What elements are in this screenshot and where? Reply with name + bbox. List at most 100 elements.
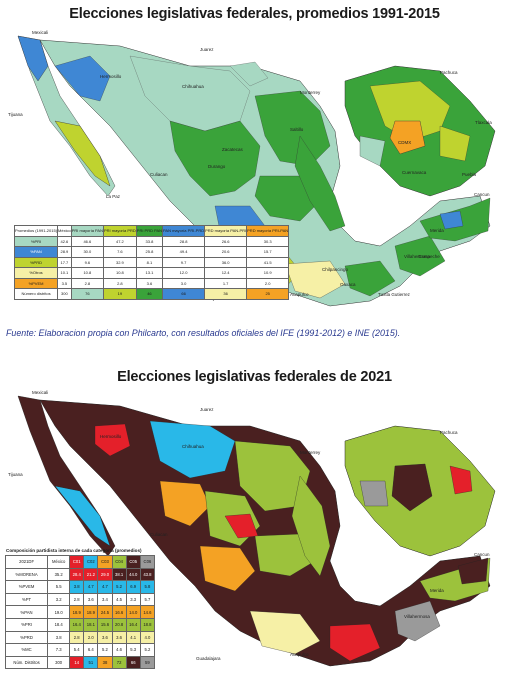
- place-label: Cancun: [474, 192, 490, 197]
- place-label: Acapulco: [290, 652, 309, 657]
- legend-header-cell: C03: [97, 555, 113, 569]
- cell-value: 5.3: [125, 643, 141, 657]
- cell-value: 300: [47, 655, 71, 670]
- legend-header-cell: C02: [83, 555, 99, 569]
- cell-value: 28.9: [57, 246, 72, 258]
- legend-header-cell: C04: [111, 555, 127, 569]
- row-name: %PAN: [4, 605, 49, 619]
- cell-value: 5.7: [139, 592, 156, 607]
- cell-value: 29.0: [97, 567, 113, 582]
- legend-header-cell: PRI mayoría PAN: [70, 225, 104, 237]
- cell-value: 1.7: [204, 277, 248, 289]
- legend-table-1991-2015: Promedios (1991-2015) México PRI mayoría…: [13, 225, 290, 300]
- legend-row-pri: %PRI 18.4 16.4 18.1 15.6 20.8 16.4 18.8: [4, 617, 156, 632]
- cell-value: 18.9: [69, 605, 85, 619]
- cell-value: 16.6: [111, 605, 127, 619]
- cell-value: 4.0: [139, 630, 156, 645]
- cell-value: 12.0: [162, 267, 206, 279]
- cell-value: 5.2: [97, 643, 113, 657]
- legend-row-morena: %MORENA 35.2 28.4 21.2 29.0 38.1 44.0 43…: [4, 567, 156, 582]
- legend-header-cell: México: [57, 225, 72, 237]
- cell-value: 44.0: [125, 567, 141, 582]
- cell-value: 6.9: [125, 580, 141, 594]
- cell-value: 2.8: [102, 277, 137, 289]
- place-label: Hermosillo: [100, 434, 122, 439]
- legend-row-pvem: %PVEM 5.5 3.8 4.7 4.7 5.2 6.9 5.8: [4, 580, 156, 594]
- cell-value: 3.2: [47, 592, 71, 607]
- cell-value: 300: [57, 288, 72, 300]
- legend-row-pvem: %PVEM 3.5 2.8 2.8 3.6 3.0 1.7 2.0: [13, 277, 290, 289]
- cell-value: 5.2: [139, 643, 156, 657]
- cell-value: 28.4: [69, 567, 85, 582]
- cell-value: 30.3: [246, 235, 290, 247]
- cell-value: 16.4: [69, 617, 85, 632]
- legend-header-cell: C01: [69, 555, 85, 569]
- cell-value: 43.8: [139, 567, 156, 582]
- cell-value: 3.0: [162, 277, 206, 289]
- cell-value: 18.9: [83, 605, 99, 619]
- cell-value: 47.2: [102, 235, 137, 247]
- cell-value: 19: [102, 288, 137, 300]
- row-name: %PRD: [13, 256, 59, 268]
- legend-header-row: 2021DF México C01 C02 C03 C04 C05 C06: [4, 555, 156, 569]
- legend-header-cell: México: [47, 555, 71, 569]
- cell-value: 5.4: [69, 643, 85, 657]
- legend-header-cell: C06: [139, 555, 156, 569]
- cell-value: 16.4: [125, 617, 141, 632]
- cell-value: 4.1: [125, 630, 141, 645]
- place-label: Mexicali: [32, 30, 48, 35]
- legend-header-cell: C05: [125, 555, 141, 569]
- inset-central-mexico: [344, 65, 496, 197]
- cell-value: 36.0: [204, 256, 248, 268]
- cell-value: 10.8: [102, 267, 137, 279]
- place-label: Pachuca: [440, 70, 458, 75]
- cell-value: 14.0: [125, 605, 141, 619]
- cell-value: 12.4: [204, 267, 248, 279]
- cell-value: 36: [204, 288, 248, 300]
- cell-value: 5.2: [111, 580, 127, 594]
- place-label: Mexicali: [32, 390, 48, 395]
- cell-value: 7.3: [47, 643, 71, 657]
- legend-header-cell: PRD mayoría PRI-PAN: [246, 225, 290, 237]
- map2-place-labels: Mexicali Juarez Tijuana Pachuca Hermosil…: [8, 390, 490, 661]
- place-label: Monterrey: [300, 90, 321, 95]
- cell-value: 5.8: [139, 580, 156, 594]
- map2-title: Elecciones legislativas federales de 202…: [117, 369, 392, 385]
- cell-value: 7.6: [102, 246, 137, 258]
- place-label: Juarez: [200, 407, 214, 412]
- cell-value: 4.7: [97, 580, 113, 594]
- place-label: La Paz: [106, 194, 121, 199]
- cell-value: 2.8: [70, 277, 104, 289]
- cell-value: 76: [70, 288, 104, 300]
- place-label: Merida: [430, 588, 444, 593]
- cell-value: 20.8: [111, 617, 127, 632]
- cell-value: 2.0: [246, 277, 290, 289]
- cell-value: 4.5: [111, 592, 127, 607]
- cell-value: 3.4: [97, 592, 113, 607]
- cell-value: 24.5: [97, 605, 113, 619]
- place-label: Chihuahua: [182, 84, 204, 89]
- cell-value: 2.8: [69, 592, 85, 607]
- cell-value: 20.6: [204, 246, 248, 258]
- legend-header-cell: PRI PRD PAN: [135, 225, 164, 237]
- legend-header-row: Promedios (1991-2015) México PRI mayoría…: [13, 225, 290, 237]
- cell-value: 28.8: [162, 235, 206, 247]
- cell-value: 3.6: [135, 277, 164, 289]
- cell-value: 8.1: [135, 256, 164, 268]
- row-name: %PAN: [13, 246, 59, 258]
- place-label: Culiacan: [150, 172, 168, 177]
- cell-value: 3.8: [47, 630, 71, 645]
- legend-header-cell: 2021DF: [4, 555, 49, 569]
- cell-value: 15.7: [246, 246, 290, 258]
- cell-value: 14.6: [139, 605, 156, 619]
- cell-value: 2.8: [69, 630, 85, 645]
- place-label: Tuxtla Gutierrez: [378, 292, 411, 297]
- cell-value: 18.1: [83, 617, 99, 632]
- legend-header-cell: PRI mayoría PRD: [102, 225, 137, 237]
- table2-title: Composición partidista interna de cada c…: [6, 548, 142, 553]
- legend-header-cell: PRD mayoría PAN-PRI: [204, 225, 248, 237]
- cell-value: 46.6: [70, 235, 104, 247]
- row-name: %MC: [4, 643, 49, 657]
- place-label: Saltillo: [290, 127, 304, 132]
- cell-value: 59: [139, 655, 156, 670]
